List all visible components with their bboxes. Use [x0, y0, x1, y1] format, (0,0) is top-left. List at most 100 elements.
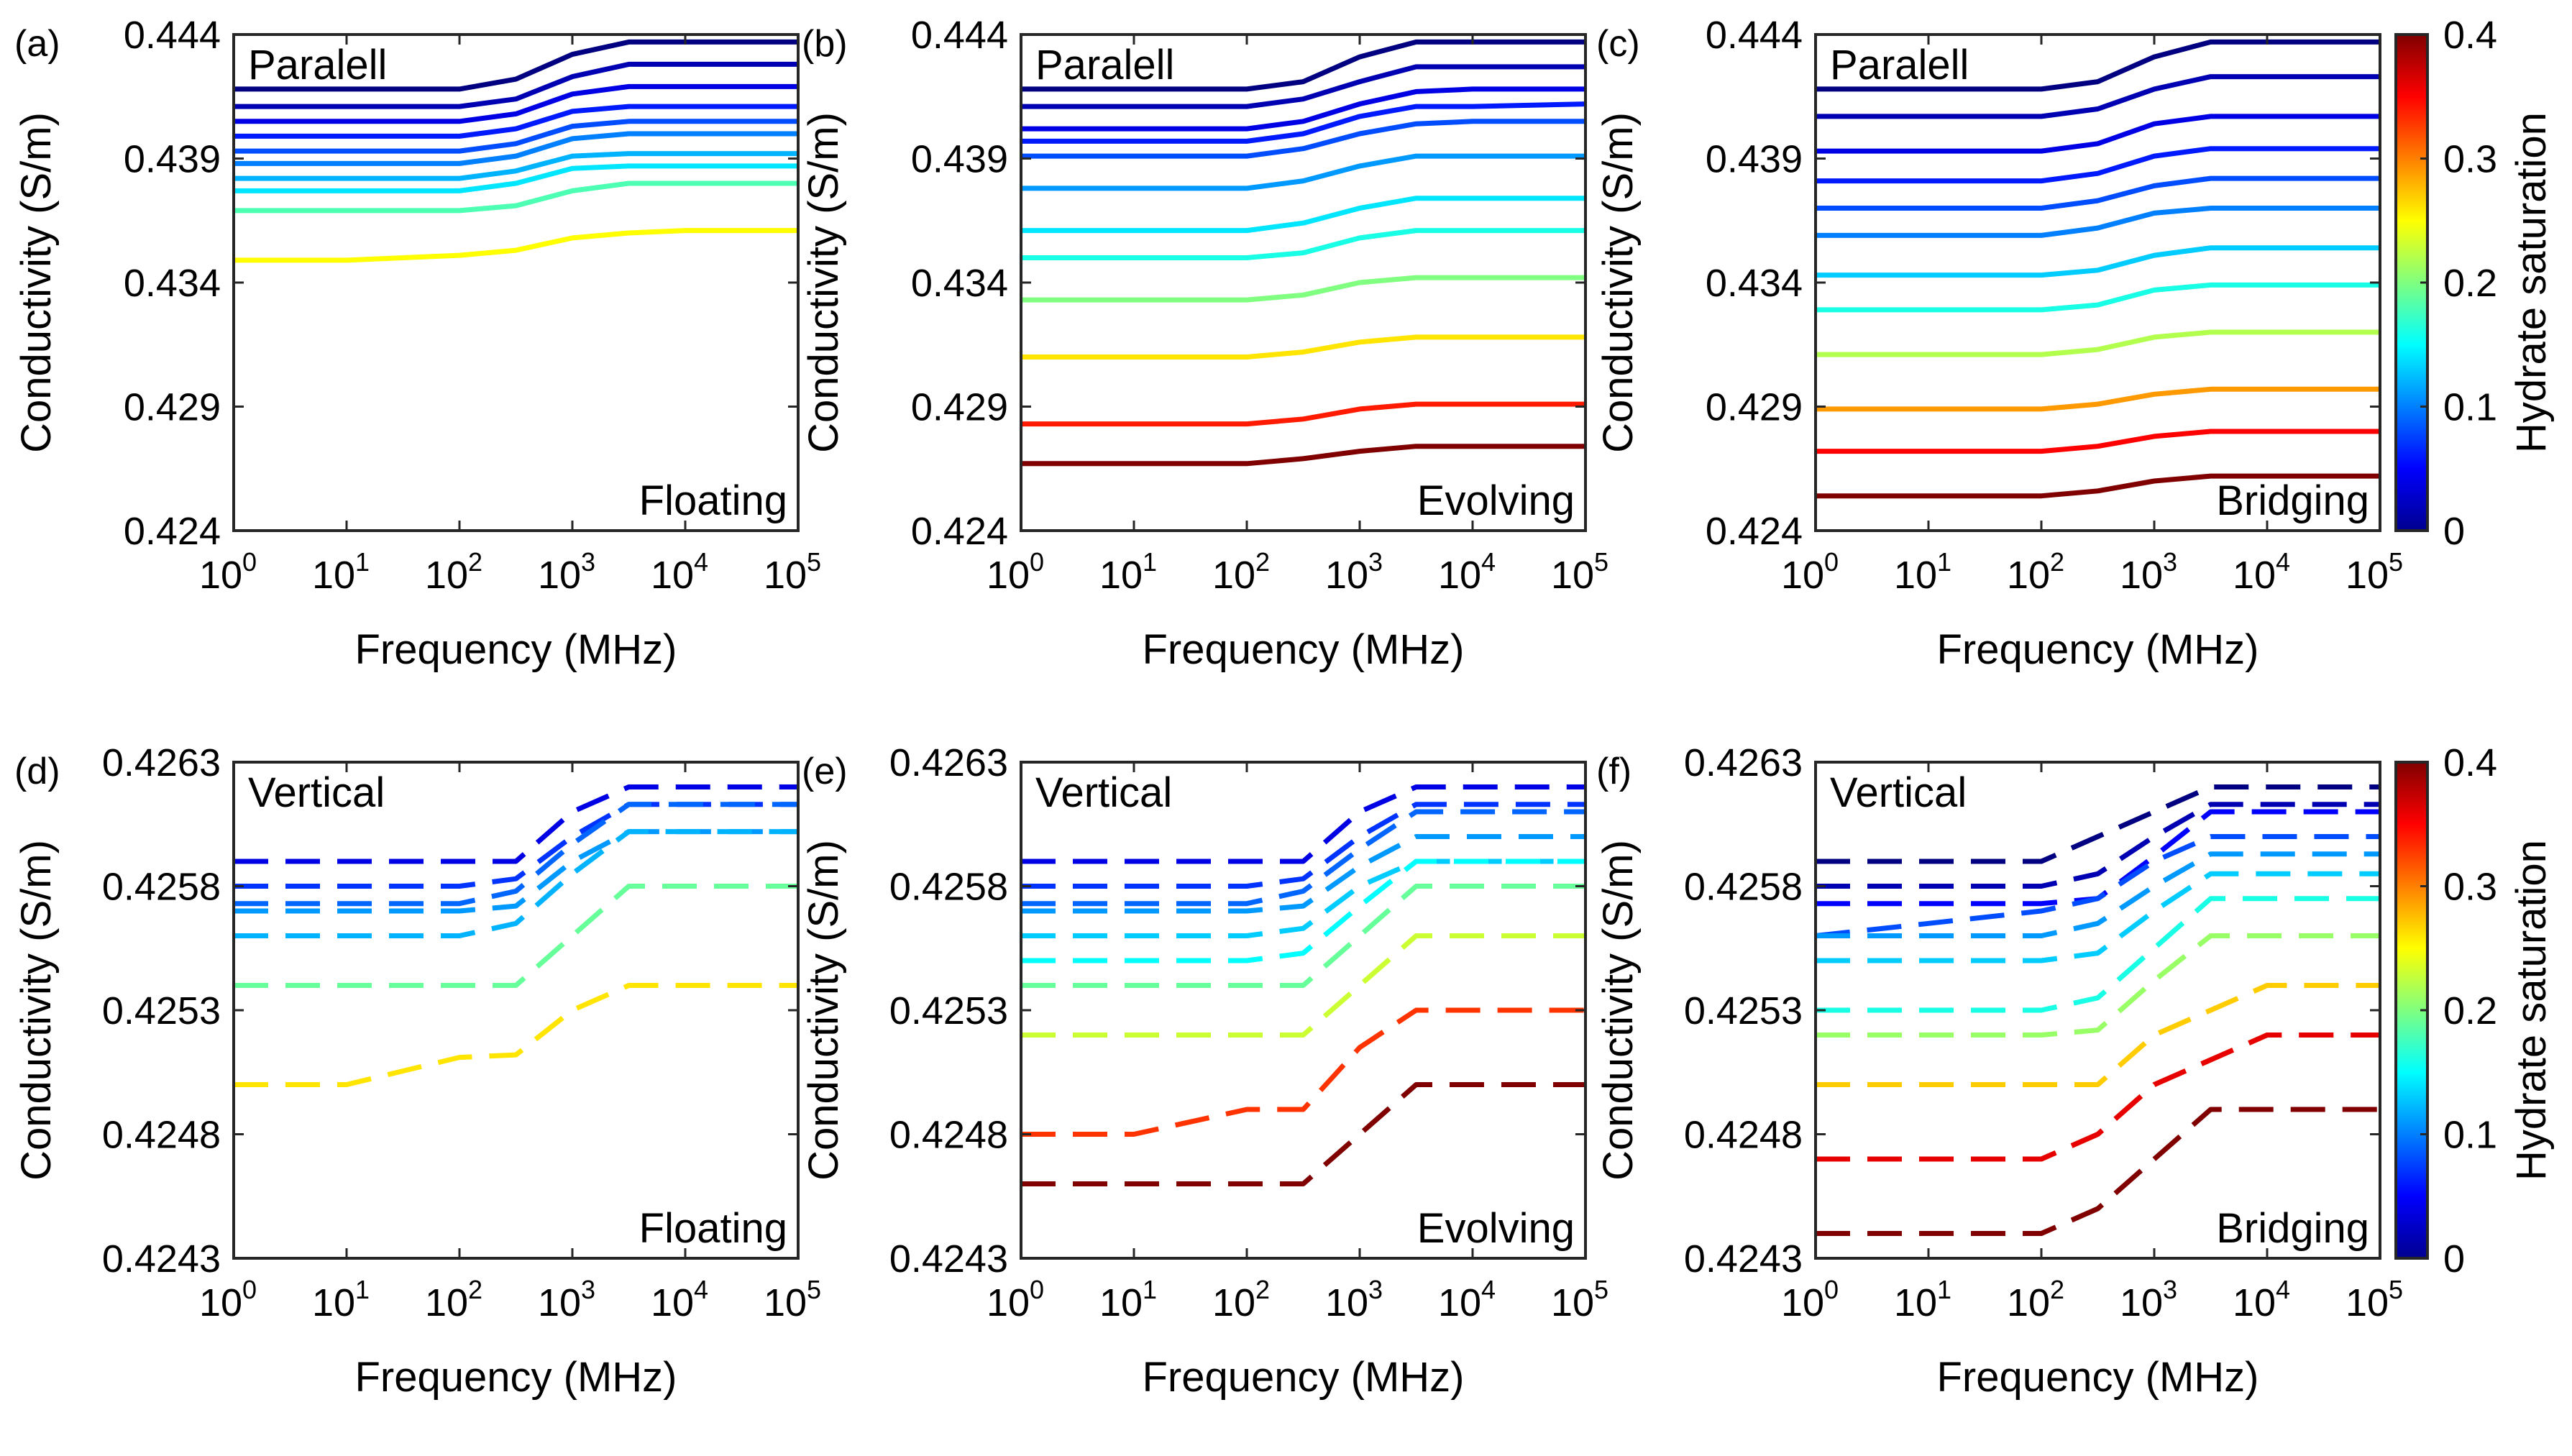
series-line-11: [1816, 1107, 2380, 1236]
colorbar-tick-label: 0.3: [2443, 138, 2497, 181]
x-tick-label: 102: [425, 547, 482, 597]
series-line-3: [234, 104, 798, 139]
series-line-1: [1021, 64, 1585, 109]
x-tick-label: 100: [1781, 547, 1839, 597]
y-tick-label: 0.4253: [102, 989, 221, 1033]
y-tick-label: 0.4258: [889, 866, 1008, 909]
y-tick-label: 0.444: [1706, 14, 1803, 57]
y-tick-label: 0.434: [911, 262, 1008, 305]
panel-letter: (b): [802, 23, 848, 65]
x-tick-label: 105: [764, 1275, 821, 1324]
x-axis-label: Frequency (MHz): [355, 1354, 677, 1401]
panel-letter: (a): [14, 23, 60, 65]
model-label: Evolving: [1417, 477, 1575, 524]
series-line-6: [1816, 896, 2380, 1013]
series-line-4: [1816, 851, 2380, 938]
model-label: Floating: [639, 477, 787, 524]
x-tick-label: 100: [987, 1275, 1044, 1324]
colorbar-tick-label: 0.4: [2443, 741, 2497, 784]
series-line-0: [1816, 784, 2380, 864]
y-tick-label: 0.439: [911, 138, 1008, 181]
panel-letter: (c): [1596, 23, 1640, 65]
y-tick-label: 0.444: [911, 14, 1008, 57]
series-line-10: [1816, 1033, 2380, 1162]
x-tick-label: 105: [764, 547, 821, 597]
x-axis-label: Frequency (MHz): [1143, 626, 1465, 673]
colorbar-tick-label: 0.1: [2443, 386, 2497, 429]
x-tick-label: 104: [1438, 1275, 1496, 1324]
y-tick-label: 0.4258: [1684, 866, 1803, 909]
x-tick-label: 105: [1551, 1275, 1608, 1324]
series-line-1: [234, 802, 798, 889]
panel-letter: (e): [802, 751, 848, 792]
series-line-4: [1021, 859, 1585, 938]
x-axis-label: Frequency (MHz): [1937, 626, 2259, 673]
orientation-label: Vertical: [1035, 769, 1172, 816]
y-tick-label: 0.444: [124, 14, 221, 57]
orientation-label: Vertical: [248, 769, 385, 816]
series-line-7: [1021, 933, 1585, 1038]
y-axis-label: Conductivity (S/m): [800, 840, 847, 1181]
x-tick-label: 102: [425, 1275, 482, 1324]
orientation-label: Paralell: [1035, 42, 1174, 88]
x-axis-label: Frequency (MHz): [1937, 1354, 2259, 1401]
panel-letter: (f): [1596, 751, 1631, 792]
series-line-8: [1816, 329, 2380, 357]
series-line-11: [1021, 444, 1585, 467]
panel-f: 0.4243 0.4248 0.4253 0.4258 0.4263 100 101 102 1…: [1595, 741, 2403, 1401]
series-line-6: [234, 151, 798, 181]
series-line-3: [1815, 834, 2380, 938]
series-line-0: [1021, 784, 1585, 864]
x-tick-label: 105: [1551, 547, 1608, 597]
series-line-2: [234, 802, 798, 907]
y-tick-label: 0.4243: [1684, 1237, 1803, 1281]
y-tick-label: 0.4258: [102, 866, 221, 909]
x-tick-label: 103: [538, 1275, 595, 1324]
series-line-6: [1816, 245, 2380, 278]
y-axis-label: Conductivity (S/m): [1595, 112, 1642, 453]
series-line-0: [234, 39, 798, 92]
series-line-0: [234, 784, 798, 864]
colorbar-tick-label: 0.3: [2443, 866, 2497, 909]
model-label: Evolving: [1417, 1205, 1575, 1252]
x-tick-label: 103: [1325, 1275, 1383, 1324]
x-tick-label: 102: [2007, 1275, 2064, 1324]
series-line-8: [1021, 1007, 1585, 1137]
y-tick-label: 0.424: [124, 510, 221, 553]
x-tick-label: 104: [1438, 547, 1496, 597]
colorbar-tick-label: 0.2: [2443, 262, 2497, 305]
series-line-3: [1816, 146, 2380, 184]
x-tick-label: 105: [2346, 547, 2403, 597]
series-line-4: [234, 829, 798, 938]
panel-d: 0.4243 0.4248 0.4253 0.4258 0.4263 100 101 102 1…: [13, 741, 821, 1401]
x-tick-label: 101: [1894, 547, 1951, 597]
series-line-10: [1021, 401, 1585, 427]
series-line-5: [1021, 859, 1585, 963]
x-tick-label: 103: [538, 547, 595, 597]
series-line-9: [234, 228, 798, 263]
series-line-9: [1021, 334, 1585, 360]
y-tick-label: 0.4248: [889, 1114, 1008, 1157]
y-tick-label: 0.4243: [102, 1237, 221, 1281]
series-line-0: [1816, 39, 2380, 92]
x-tick-label: 102: [1212, 1275, 1270, 1324]
orientation-label: Paralell: [1830, 42, 1969, 88]
y-axis-label: Conductivity (S/m): [800, 112, 847, 453]
series-line-7: [1021, 228, 1585, 260]
x-tick-label: 100: [987, 547, 1044, 597]
y-tick-label: 0.4263: [102, 741, 221, 784]
y-tick-label: 0.434: [124, 262, 221, 305]
y-tick-label: 0.429: [1706, 386, 1803, 429]
series-line-5: [1816, 871, 2380, 963]
x-tick-label: 101: [312, 547, 370, 597]
x-tick-label: 100: [199, 547, 257, 597]
colorbar-top: 0 0.1 0.2 0.3 0.4 Hydrate saturation: [2394, 14, 2555, 553]
panel-c: 0.424 0.429 0.434 0.439 0.444 100 101 102 103 104…: [1595, 14, 2403, 673]
series-line-2: [1021, 86, 1585, 132]
series-line-7: [234, 163, 798, 193]
panel-letter: (d): [14, 751, 60, 792]
series-line-2: [1816, 114, 2380, 154]
x-tick-label: 101: [1099, 1275, 1157, 1324]
x-axis-label: Frequency (MHz): [1143, 1354, 1465, 1401]
